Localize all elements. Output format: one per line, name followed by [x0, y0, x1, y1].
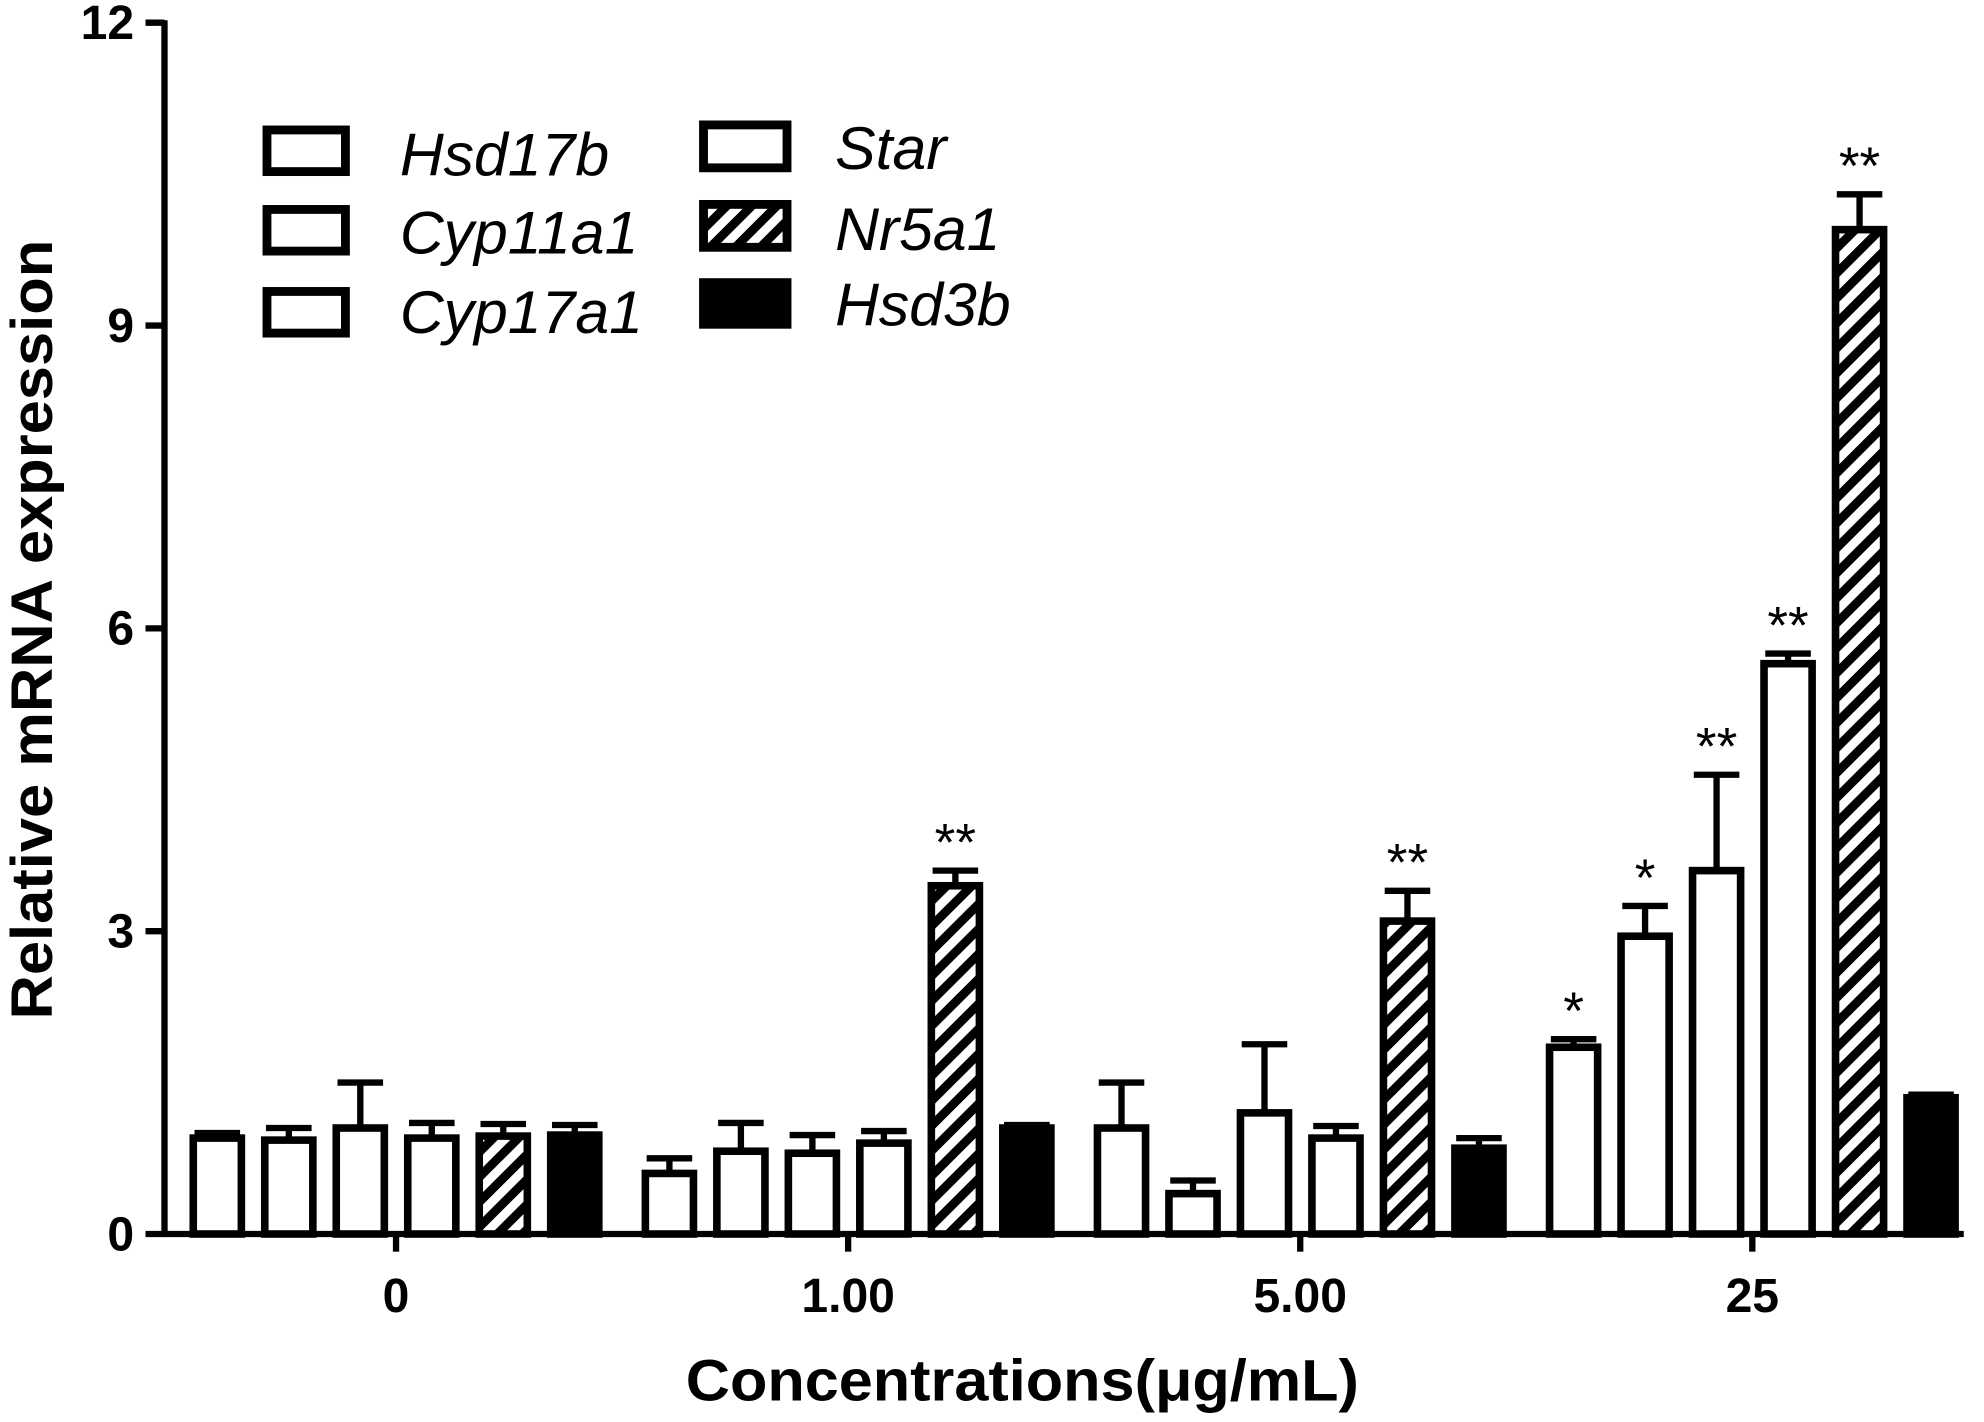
bar-cyp17a1-0 — [332, 1124, 389, 1238]
significance-label-star-25: ** — [1767, 597, 1808, 656]
y-axis-title: Relative mRNA expression — [0, 240, 65, 1020]
bar-star-5-00 — [1308, 1134, 1364, 1238]
significance-label-nr5a1-1-00: ** — [935, 814, 976, 873]
legend-swatch-hsd17b — [262, 125, 350, 177]
bar-nr5a1-5-00 — [1379, 917, 1436, 1238]
significance-label-hsd17b-25: * — [1563, 982, 1584, 1041]
x-tick-label-1-00: 1.00 — [801, 1270, 895, 1323]
legend: Hsd17b Cyp11a1 Cyp17a1 Star Nr5a1 Hsd3b — [262, 114, 1011, 346]
legend-label-hsd17b: Hsd17b — [400, 120, 609, 188]
bar-cyp11a1-25 — [1617, 932, 1673, 1238]
bar-hsd17b-1-00 — [641, 1169, 698, 1238]
legend-swatch-nr5a1 — [699, 199, 792, 252]
bar-hsd3b-1-00 — [999, 1124, 1055, 1238]
bar-star-0 — [403, 1134, 460, 1238]
bar-hsd17b-25 — [1545, 1043, 1602, 1238]
bar-cyp11a1-1-00 — [713, 1147, 769, 1238]
y-tick-label-6: 6 — [107, 603, 134, 656]
x-tick-label-0: 0 — [383, 1270, 410, 1323]
legend-label-cyp11a1: Cyp11a1 — [400, 199, 639, 267]
legend-item-nr5a1: Nr5a1 — [699, 195, 1000, 263]
legend-swatch-cyp11a1 — [262, 205, 350, 256]
y-tick-label-3: 3 — [107, 906, 134, 959]
bar-star-25 — [1760, 659, 1816, 1238]
bar-star-1-00 — [856, 1139, 912, 1238]
legend-label-nr5a1: Nr5a1 — [835, 195, 1000, 263]
legend-swatch-star — [699, 120, 792, 173]
bar-nr5a1-0 — [475, 1132, 532, 1238]
x-tick-label-25: 25 — [1726, 1270, 1779, 1323]
legend-item-cyp11a1: Cyp11a1 — [262, 199, 639, 267]
bar-nr5a1-25 — [1831, 225, 1888, 1238]
significance-label-cyp11a1-25: * — [1635, 849, 1656, 908]
y-tick-label-9: 9 — [107, 300, 134, 353]
significance-label-nr5a1-25: ** — [1839, 137, 1880, 196]
bar-hsd3b-0 — [546, 1131, 603, 1238]
legend-label-star: Star — [835, 114, 949, 182]
bar-cyp17a1-25 — [1688, 866, 1745, 1238]
bar-hsd3b-5-00 — [1451, 1144, 1507, 1238]
bar-hsd17b-5-00 — [1093, 1124, 1150, 1238]
legend-item-hsd3b: Hsd3b — [699, 271, 1011, 339]
bar-cyp17a1-5-00 — [1236, 1109, 1293, 1238]
legend-label-hsd3b: Hsd3b — [835, 271, 1010, 339]
legend-label-cyp17a1: Cyp17a1 — [400, 278, 643, 346]
x-axis-title: Concentrations(μg/mL) — [686, 1349, 1359, 1414]
bar-cyp17a1-1-00 — [784, 1149, 841, 1238]
legend-swatch-cyp17a1 — [262, 287, 350, 338]
ticks: 0 3 6 9 12 0 1.00 5.00 25 — [81, 0, 1779, 1323]
significance-label-cyp17a1-25: ** — [1696, 718, 1737, 777]
legend-item-cyp17a1: Cyp17a1 — [262, 278, 643, 346]
y-tick-label-12: 12 — [81, 0, 134, 50]
bar-nr5a1-1-00 — [927, 881, 984, 1238]
y-tick-label-0: 0 — [107, 1208, 134, 1261]
significance-label-nr5a1-5-00: ** — [1387, 834, 1428, 893]
x-tick-label-5-00: 5.00 — [1253, 1270, 1347, 1323]
bar-hsd3b-25 — [1903, 1093, 1959, 1238]
legend-item-star: Star — [699, 114, 949, 182]
bar-hsd17b-0 — [189, 1134, 246, 1238]
bar-cyp11a1-5-00 — [1165, 1189, 1221, 1238]
bar-cyp11a1-0 — [260, 1136, 317, 1238]
legend-swatch-hsd3b — [699, 278, 792, 329]
legend-item-hsd17b: Hsd17b — [262, 120, 609, 188]
